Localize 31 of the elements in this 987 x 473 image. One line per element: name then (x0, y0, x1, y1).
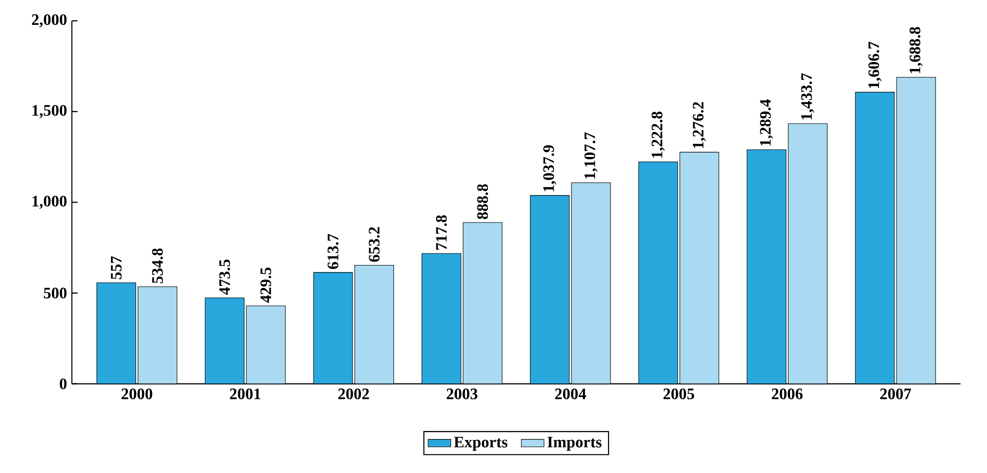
y-tick-label: 1,000 (32, 196, 67, 209)
data-label: 473.5 (219, 260, 230, 295)
y-tick-label: 0 (60, 378, 67, 390)
data-label: 1,037.9 (543, 145, 556, 192)
x-tick-label: 2004 (555, 388, 586, 400)
data-label: 1,433.7 (801, 73, 814, 120)
y-tick-label: 500 (44, 288, 67, 299)
data-label: 1,107.7 (584, 132, 598, 179)
data-label: 429.5 (260, 268, 272, 303)
x-tick-label: 2001 (230, 388, 260, 400)
data-label: 534.8 (152, 248, 163, 284)
data-label: 1,276.2 (692, 102, 706, 148)
data-label: 613.7 (328, 234, 338, 270)
data-label: 557 (110, 256, 122, 280)
data-label: 1,289.4 (760, 99, 774, 146)
y-tick-label: 1,500 (32, 105, 67, 118)
data-label: 653.2 (368, 227, 380, 262)
x-tick-label: 2005 (663, 388, 694, 400)
x-tick-label: 2007 (880, 388, 912, 400)
data-label: 1,606.7 (868, 42, 882, 88)
x-tick-label: 2000 (122, 388, 152, 400)
data-label: 1,688.8 (910, 27, 923, 74)
legend-label: Exports (454, 437, 508, 451)
legend-label: Imports (547, 437, 602, 451)
x-tick-label: 2003 (446, 388, 478, 400)
data-label: 717.8 (436, 215, 447, 250)
data-label: 888.8 (477, 184, 488, 220)
data-label: 1,222.8 (652, 112, 665, 158)
y-tick-label: 2,000 (32, 14, 67, 28)
x-tick-label: 2002 (338, 388, 369, 400)
x-tick-label: 2006 (772, 388, 803, 400)
